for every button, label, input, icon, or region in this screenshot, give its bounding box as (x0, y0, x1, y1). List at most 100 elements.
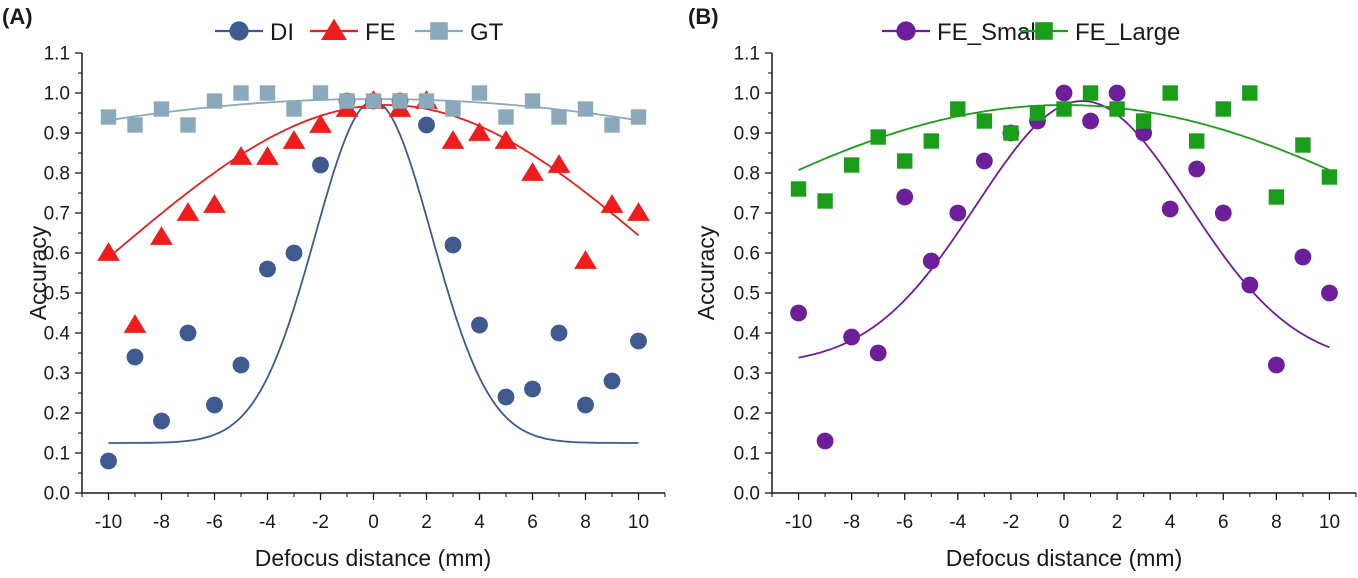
y-axis-title: Accuracy (693, 225, 719, 320)
legend-fe-large-label: FE_Large (1075, 19, 1180, 46)
x-tick-label: 4 (474, 512, 485, 533)
y-tick-label: 0.9 (44, 124, 70, 145)
legend-di-marker (229, 21, 249, 41)
series-fe-small-point (1135, 124, 1153, 142)
series-di-point (100, 452, 117, 470)
series-di-point (285, 244, 303, 262)
series-fe-point (150, 226, 173, 245)
series-di-point (550, 324, 568, 342)
y-tick-label: 1.1 (734, 44, 760, 65)
series-fe-point (309, 114, 332, 133)
x-tick-label: -4 (949, 512, 966, 533)
x-tick-label: 2 (421, 512, 432, 533)
y-tick-label: 1.1 (44, 44, 70, 65)
series-fe-point (229, 146, 253, 165)
y-tick-label: 0.4 (44, 324, 71, 345)
series-di-point (603, 372, 621, 390)
y-tick-label: 1.0 (44, 84, 70, 105)
series-fe-large-point (1295, 137, 1311, 153)
series-fe-point (521, 162, 544, 181)
legend-gt-marker (430, 22, 448, 40)
series-fe-large-point (870, 129, 886, 145)
series-di-point (126, 348, 144, 366)
series-fe-small-point (922, 252, 940, 270)
series-fe-small-point (1161, 200, 1179, 218)
x-tick-label: 0 (1059, 512, 1070, 533)
x-tick-label: -10 (785, 512, 812, 533)
legend-fe-marker (321, 18, 347, 40)
panel-a-label: (A) (2, 4, 33, 29)
panel-a-chart: (A) 0.0 0.1 0.2 0.3 0.4 0.5 0.6 0.7 0.8 0.9 1.0 1.1… (2, 4, 666, 571)
y-tick-label: 0.3 (44, 364, 70, 385)
series-di-point (630, 332, 647, 350)
series-gt-point (604, 117, 620, 133)
series-di-point (418, 116, 435, 134)
x-tick-label: 0 (368, 512, 379, 533)
x-tick-label: -10 (95, 512, 122, 533)
series-di-point (259, 260, 276, 278)
legend-fe-small-label: FE_Small (937, 19, 1041, 46)
series-gt-point (206, 93, 223, 109)
series-fe-small-point (975, 152, 993, 170)
series-fe-point (97, 242, 120, 261)
series-fe-small-point (869, 344, 887, 362)
series-di-point (577, 396, 594, 414)
x-tick-label: -2 (312, 512, 329, 533)
x-tick-label: 8 (1271, 512, 1282, 533)
series-fe-large-point (1056, 101, 1072, 117)
series-gt-point (312, 85, 329, 101)
series-fe-large-point (1162, 85, 1178, 101)
y-tick-label: 0.8 (44, 164, 70, 185)
x-tick-label: 4 (1165, 512, 1176, 533)
y-tick-label: 0.8 (734, 164, 760, 185)
series-fe-large-point (1029, 105, 1046, 121)
x-tick-label: 10 (628, 512, 649, 533)
y-tick-label: 0.0 (734, 484, 760, 505)
x-tick-label: -6 (896, 512, 913, 533)
x-tick-label: -4 (259, 512, 276, 533)
series-gt-point (551, 109, 567, 125)
y-tick-label: 0.5 (44, 284, 70, 305)
series-fe-small-point (1241, 276, 1259, 294)
y-tick-label: 0.1 (734, 444, 760, 465)
series-fe-large-point (1268, 189, 1285, 205)
series-fe-point (468, 122, 491, 141)
series-gt-point (339, 93, 355, 109)
series-fe-small-point (1214, 204, 1232, 222)
series-fe-point (123, 314, 147, 333)
series-gt-point (445, 101, 461, 117)
series-fe-large-point (1109, 101, 1125, 117)
series-fe-small-point (790, 304, 807, 322)
series-fe-point (600, 194, 624, 213)
series-gt-point (471, 85, 488, 101)
y-tick-label: 0.9 (734, 124, 760, 145)
series-fe-point (282, 130, 306, 149)
x-tick-label: 6 (527, 512, 538, 533)
series-fe-small-point (1267, 356, 1285, 374)
legend-fe-small-marker (896, 21, 916, 41)
y-tick-label: 0.2 (44, 404, 70, 425)
y-tick-label: 0.0 (44, 484, 70, 505)
series-gt-point (524, 93, 541, 109)
series-fe-large-point (897, 153, 913, 169)
series-di-point (232, 356, 250, 374)
series-di-point (444, 236, 462, 254)
series-fe-point (627, 202, 650, 221)
legend-fe-label: FE (365, 19, 396, 46)
series-di-point (206, 396, 223, 414)
series-gt-point (233, 85, 249, 101)
series-gt-point (180, 117, 196, 133)
x-tick-label: -8 (153, 512, 170, 533)
series-fe-small-point (1321, 284, 1338, 302)
y-tick-label: 0.7 (44, 204, 70, 225)
series-di-point (153, 412, 170, 430)
series-fe-point (176, 202, 200, 221)
y-tick-label: 0.5 (734, 284, 760, 305)
series-fe-point (256, 146, 279, 165)
series-fe-large-point (817, 193, 833, 209)
y-axis-title: Accuracy (25, 225, 51, 320)
x-axis-title: Defocus distance (mm) (255, 545, 491, 571)
series-gt-point (630, 109, 647, 125)
series-fe-large-point (1082, 85, 1099, 101)
